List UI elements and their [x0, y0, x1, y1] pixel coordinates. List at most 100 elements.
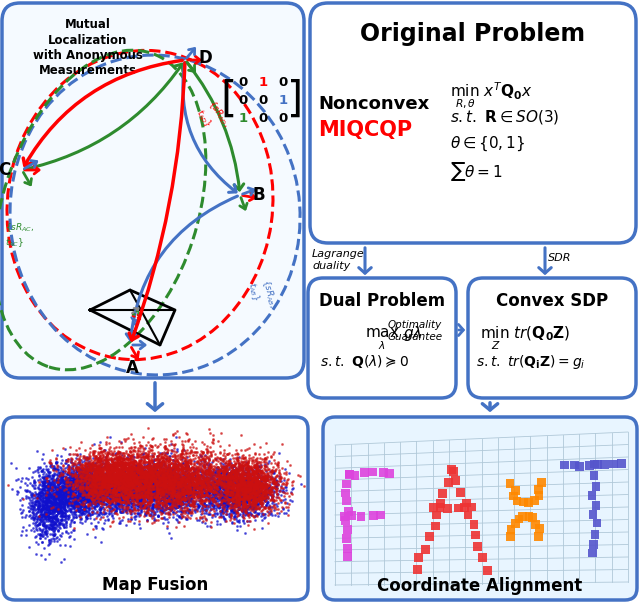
Point — [98, 487, 108, 497]
Point — [177, 456, 187, 466]
Point — [122, 468, 132, 478]
Point — [62, 479, 72, 489]
Point — [133, 472, 143, 481]
Point — [241, 493, 252, 502]
Point — [223, 440, 234, 450]
Point — [67, 473, 77, 482]
Point — [241, 463, 251, 473]
Point — [177, 448, 188, 458]
Point — [157, 466, 167, 475]
Point — [155, 456, 165, 466]
Point — [105, 488, 115, 498]
Point — [257, 499, 268, 509]
Point — [179, 478, 189, 487]
Point — [129, 464, 140, 473]
Point — [109, 493, 119, 503]
Point — [170, 479, 180, 489]
Point — [76, 475, 86, 484]
Point — [194, 502, 204, 511]
Point — [205, 484, 215, 494]
Point — [74, 507, 84, 516]
Point — [113, 492, 124, 502]
Point — [172, 490, 182, 500]
Point — [88, 450, 98, 459]
Point — [36, 505, 47, 514]
Point — [97, 498, 108, 508]
Point — [104, 466, 115, 475]
Point — [187, 463, 197, 472]
Point — [47, 523, 58, 532]
Point — [166, 495, 177, 505]
Point — [216, 513, 227, 522]
Point — [22, 487, 32, 496]
Point — [154, 473, 164, 482]
Point — [248, 505, 258, 514]
Point — [279, 479, 289, 489]
Point — [38, 493, 48, 503]
Point — [159, 474, 169, 484]
Point — [210, 496, 220, 505]
Point — [148, 471, 158, 481]
Point — [205, 472, 216, 482]
Point — [102, 494, 112, 504]
Point — [68, 511, 79, 521]
Point — [124, 493, 134, 503]
Point — [203, 457, 213, 467]
Point — [58, 499, 68, 508]
Point — [269, 469, 280, 478]
Point — [153, 478, 163, 487]
Point — [71, 500, 81, 510]
Point — [274, 469, 284, 478]
Point — [121, 481, 131, 490]
Point — [186, 479, 196, 488]
Point — [123, 460, 133, 470]
Point — [49, 475, 59, 484]
Point — [89, 497, 99, 507]
Point — [67, 471, 77, 481]
Point — [139, 467, 149, 477]
Point — [156, 479, 166, 488]
Point — [46, 458, 56, 467]
Point — [109, 466, 119, 475]
Point — [239, 492, 249, 502]
Point — [241, 506, 251, 516]
Point — [160, 505, 170, 515]
Point — [199, 491, 209, 500]
Point — [245, 469, 255, 478]
Point — [50, 496, 60, 506]
Point — [155, 459, 165, 469]
Point — [156, 470, 166, 480]
Point — [121, 472, 131, 482]
Point — [145, 481, 155, 491]
Point — [170, 450, 180, 460]
Point — [178, 440, 188, 449]
Point — [147, 464, 157, 473]
Point — [61, 458, 72, 467]
Point — [175, 497, 186, 507]
Point — [88, 460, 98, 470]
Point — [161, 483, 172, 493]
Point — [161, 492, 172, 502]
Point — [24, 511, 35, 521]
Point — [170, 462, 180, 472]
Point — [241, 485, 252, 494]
Point — [100, 474, 111, 484]
Point — [18, 522, 28, 532]
Point — [132, 473, 142, 483]
Point — [230, 490, 241, 499]
Point — [176, 506, 186, 516]
Point — [66, 471, 76, 481]
Point — [148, 494, 158, 504]
Point — [225, 480, 235, 490]
Point — [198, 476, 208, 485]
Point — [82, 487, 92, 497]
Point — [83, 453, 93, 463]
Point — [126, 487, 136, 496]
Point — [248, 511, 258, 521]
Point — [214, 488, 224, 498]
Point — [224, 490, 234, 500]
Point — [161, 456, 171, 466]
Point — [243, 470, 253, 480]
Point — [177, 474, 188, 484]
Point — [95, 474, 105, 484]
